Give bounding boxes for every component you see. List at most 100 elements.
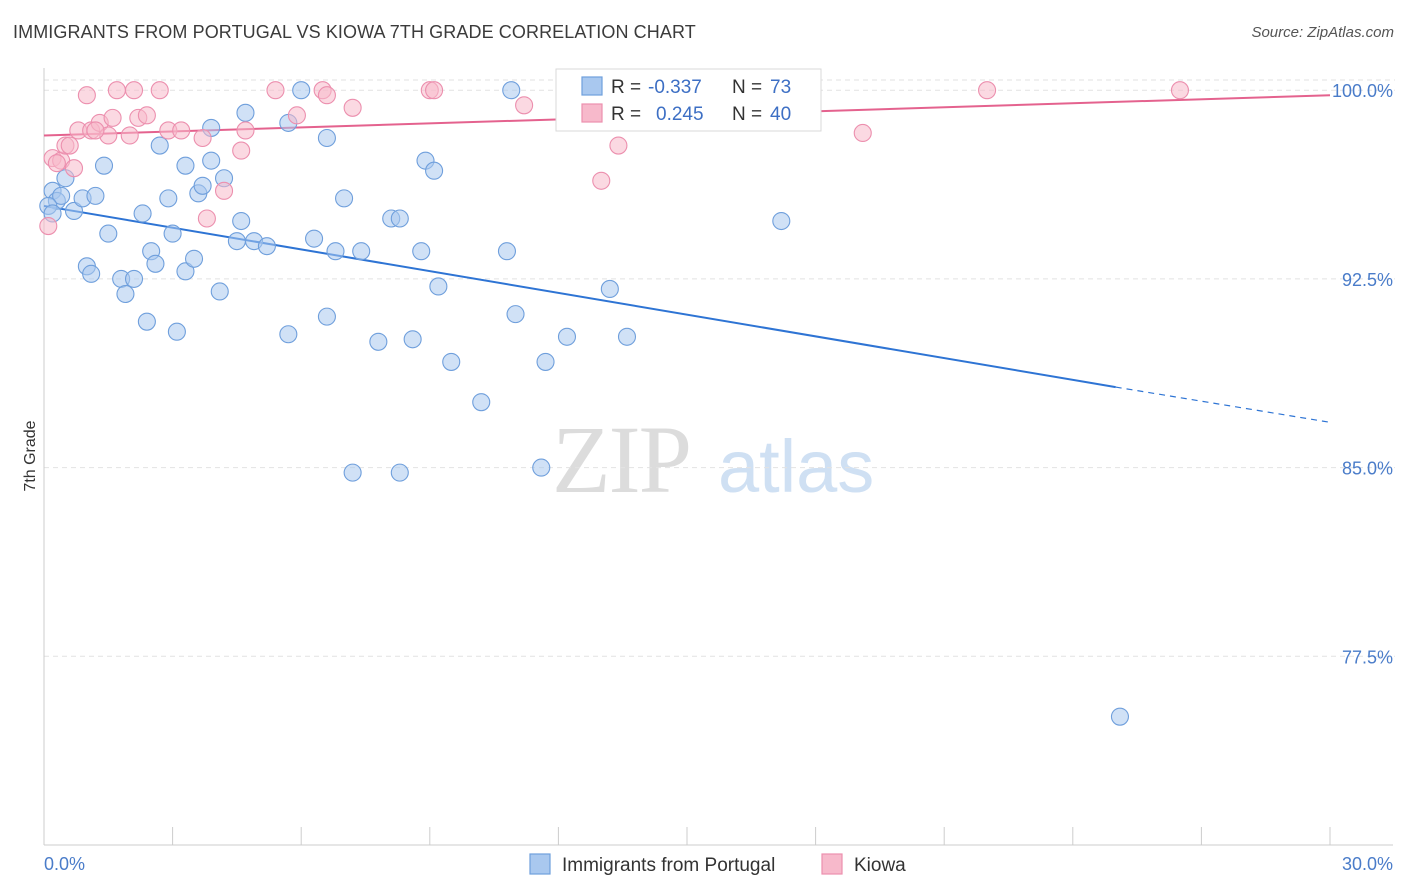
point-portugal <box>502 81 521 100</box>
chart-title: IMMIGRANTS FROM PORTUGAL VS KIOWA 7TH GR… <box>13 22 696 42</box>
point-kiowa <box>236 121 255 140</box>
point-portugal <box>532 458 551 477</box>
trend-line-portugal <box>43 204 1116 389</box>
point-portugal <box>506 305 525 324</box>
point-portugal <box>292 81 311 100</box>
point-portugal <box>184 249 204 268</box>
point-portugal <box>390 463 409 482</box>
source-label: Source: ZipAtlas.com <box>1251 24 1394 41</box>
watermark-zip: ZIP <box>552 406 690 513</box>
point-portugal <box>412 242 431 261</box>
series-legend: Immigrants from Portugal Kiowa <box>529 853 906 876</box>
point-portugal <box>137 312 156 331</box>
point-portugal <box>326 242 345 261</box>
legend-n-value-1: 73 <box>770 77 791 98</box>
legend-r-label-1: R = <box>611 77 641 98</box>
bottom-legend-label-portugal: Immigrants from Portugal <box>562 855 775 876</box>
point-kiowa <box>107 81 126 100</box>
legend-swatch-portugal <box>581 76 603 96</box>
point-kiowa <box>124 81 144 100</box>
point-portugal <box>202 151 221 170</box>
point-portugal <box>343 463 362 482</box>
point-portugal <box>279 325 298 344</box>
point-kiowa <box>39 217 58 236</box>
y-tick-label: 77.5% <box>1342 647 1393 667</box>
point-portugal <box>390 209 409 228</box>
y-tick-label: 92.5% <box>1342 270 1393 290</box>
point-kiowa <box>214 181 234 200</box>
point-portugal <box>429 277 448 296</box>
point-portugal <box>163 224 182 243</box>
bottom-legend-swatch-kiowa <box>821 853 843 875</box>
point-portugal <box>150 136 169 155</box>
point-portugal <box>472 393 491 412</box>
point-kiowa <box>287 106 306 125</box>
point-portugal <box>227 232 246 251</box>
point-kiowa <box>197 209 216 228</box>
point-kiowa <box>172 121 191 140</box>
point-portugal <box>159 189 178 208</box>
point-portugal <box>317 128 336 148</box>
point-kiowa <box>193 128 212 148</box>
legend-r-value-1: -0.337 <box>648 77 702 98</box>
point-kiowa <box>853 123 872 143</box>
point-kiowa <box>64 159 84 178</box>
legend-n-label-1: N = <box>732 77 762 98</box>
y-tick-label: 85.0% <box>1342 459 1393 479</box>
point-kiowa <box>77 86 96 105</box>
tick-labels: 77.5% 85.0% 92.5% 100.0% 0.0% 30.0% <box>44 81 1393 874</box>
point-portugal <box>335 189 354 208</box>
point-portugal <box>236 103 255 122</box>
point-portugal <box>167 322 186 341</box>
point-portugal <box>403 330 422 349</box>
point-kiowa <box>266 81 285 100</box>
point-portugal <box>232 211 251 231</box>
point-portugal <box>82 264 101 283</box>
legend-swatch-kiowa <box>581 103 603 123</box>
data-points <box>39 81 1190 726</box>
point-portugal <box>497 242 517 261</box>
x-tick-label: 30.0% <box>1342 854 1393 874</box>
point-kiowa <box>60 136 79 155</box>
y-axis-label: 7th Grade <box>22 420 39 491</box>
point-portugal <box>146 254 165 273</box>
point-kiowa <box>150 81 169 100</box>
legend-r-value-2: 0.245 <box>656 104 704 125</box>
legend-n-value-2: 40 <box>770 104 791 125</box>
watermark-atlas: atlas <box>718 425 874 508</box>
point-kiowa <box>317 86 336 105</box>
point-portugal <box>557 327 577 346</box>
point-kiowa <box>609 136 628 155</box>
legend-n-label-2: N = <box>732 104 762 125</box>
point-portugal <box>94 156 114 175</box>
point-portugal <box>369 332 388 351</box>
point-portugal <box>425 161 444 180</box>
legend-r-label-2: R = <box>611 104 641 125</box>
point-portugal <box>442 352 461 371</box>
point-kiowa <box>425 81 444 100</box>
point-kiowa <box>343 98 362 117</box>
point-portugal <box>352 242 371 261</box>
stats-legend: R = -0.337 N = 73 R = 0.245 N = 40 <box>555 68 822 132</box>
point-portugal <box>317 307 336 326</box>
point-kiowa <box>232 141 251 160</box>
point-portugal <box>133 204 152 223</box>
point-kiowa <box>120 126 139 145</box>
point-portugal <box>536 352 555 371</box>
bottom-legend-swatch-portugal <box>529 853 551 875</box>
point-portugal <box>86 186 105 205</box>
point-portugal <box>176 156 195 175</box>
point-kiowa <box>86 121 105 140</box>
point-portugal <box>116 284 135 304</box>
point-portugal <box>257 237 276 256</box>
y-tick-label: 100.0% <box>1332 81 1393 101</box>
axes <box>43 68 1393 846</box>
point-kiowa <box>592 171 611 190</box>
point-portugal <box>305 229 324 248</box>
point-kiowa <box>515 96 534 115</box>
point-portugal <box>193 176 212 195</box>
point-portugal <box>52 186 71 205</box>
x-tick-label: 0.0% <box>44 854 85 874</box>
point-kiowa <box>1170 81 1190 100</box>
